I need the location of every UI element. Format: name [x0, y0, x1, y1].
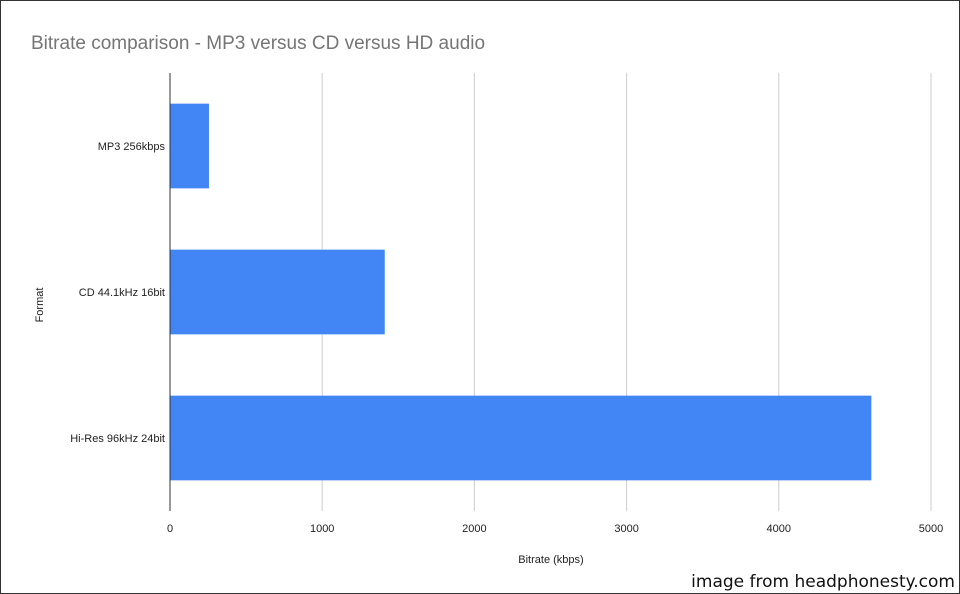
category-label: Hi-Res 96kHz 24bit: [70, 433, 165, 445]
x-tick-label: 2000: [462, 523, 486, 535]
x-tick-label: 1000: [310, 523, 334, 535]
category-labels: MP3 256kbps CD 44.1kHz 16bit Hi-Res 96kHz …: [70, 141, 165, 445]
x-tick-label: 0: [167, 523, 173, 535]
bars: [170, 103, 872, 481]
bar: [170, 249, 385, 335]
x-axis-label: Bitrate (kbps): [518, 554, 583, 566]
x-tick-labels: 0 1000 2000 3000 4000 5000: [167, 523, 943, 535]
bar: [170, 103, 209, 189]
bar: [170, 395, 872, 481]
category-label: CD 44.1kHz 16bit: [79, 287, 165, 299]
category-label: MP3 256kbps: [98, 141, 166, 153]
x-tick-label: 4000: [767, 523, 791, 535]
image-credit: image from headphonesty.com: [689, 572, 957, 592]
x-tick-label: 5000: [919, 523, 943, 535]
y-axis-label: Format: [34, 288, 46, 323]
x-tick-label: 3000: [614, 523, 638, 535]
chart-title: Bitrate comparison - MP3 versus CD versu…: [31, 33, 486, 54]
